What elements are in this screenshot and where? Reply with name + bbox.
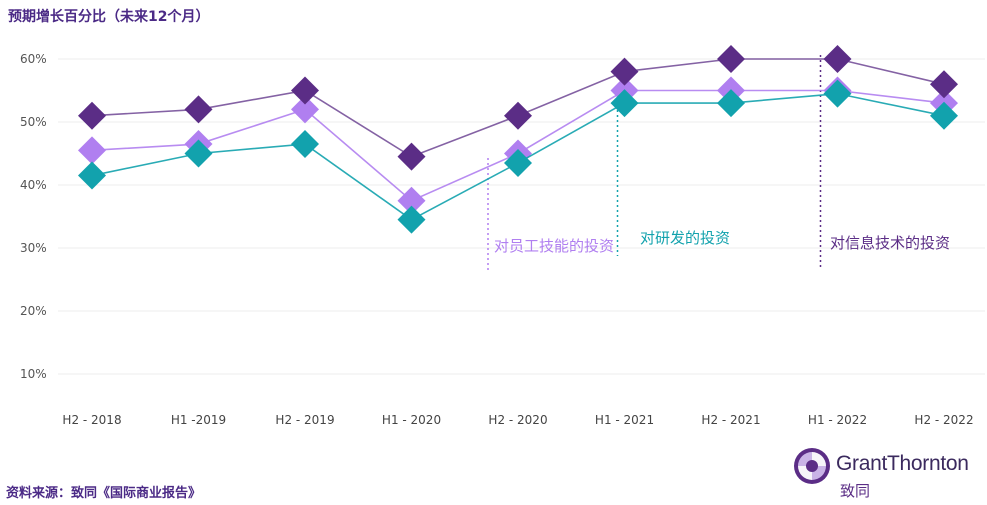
data-point [78,101,106,130]
x-tick-label: H2 - 2022 [914,413,973,427]
grant-thornton-logo-icon [794,448,830,484]
data-point [717,45,745,73]
data-point [717,89,745,118]
y-tick-label: 10% [20,367,47,381]
brand-block: GrantThornton 致同 [792,446,984,502]
x-tick-label: H1 - 2020 [382,413,441,427]
data-point [504,148,532,177]
data-point [291,130,319,159]
growth-line-chart: 60%50%40%30%20%10% H2 - 2018 H1 -2019 H2 -… [20,45,985,427]
y-tick-labels: 60% 50% 40% 30% 20% 10% [20,52,47,381]
data-point [823,45,852,73]
source-note: 资料来源：致同《国际商业报告》 [6,486,202,501]
x-tick-label: H1 - 2021 [595,413,654,427]
y-tick-label: 40% [20,178,47,192]
data-point [78,161,106,190]
data-point [823,79,852,108]
annotation-label: 对信息技术的投资 [830,234,950,252]
x-tick-label: H2 - 2021 [701,413,760,427]
data-point [610,89,639,118]
x-tick-label: H1 -2019 [171,413,226,427]
brand-cn-name: 致同 [840,482,871,500]
x-tick-label: H2 - 2020 [488,413,547,427]
data-point [184,139,213,168]
data-point [291,76,319,105]
data-point [78,136,106,165]
x-tick-label: H2 - 2019 [275,413,334,427]
data-point [397,186,426,215]
x-tick-label: H1 - 2022 [808,413,867,427]
data-point [504,101,532,130]
data-point [184,95,213,124]
annotation-label: 对员工技能的投资 [494,237,614,255]
data-point [397,205,426,234]
chart-title: 预期增长百分比（未来12个月） [8,9,210,25]
y-tick-label: 20% [20,304,47,318]
data-point [610,57,639,86]
data-point [930,101,958,130]
y-tick-label: 50% [20,115,47,129]
data-point [397,142,426,171]
annotation-label: 对研发的投资 [640,229,730,247]
brand-name: GrantThornton [836,452,969,475]
x-tick-label: H2 - 2018 [62,413,121,427]
annotation-labels: 对员工技能的投资 对研发的投资 对信息技术的投资 [494,229,950,255]
x-tick-labels: H2 - 2018 H1 -2019 H2 - 2019 H1 - 2020 H2 - … [62,413,973,427]
data-point [930,70,958,99]
data-point [291,95,319,124]
y-tick-label: 60% [20,52,47,66]
y-tick-label: 30% [20,241,47,255]
series-layer [78,45,958,234]
